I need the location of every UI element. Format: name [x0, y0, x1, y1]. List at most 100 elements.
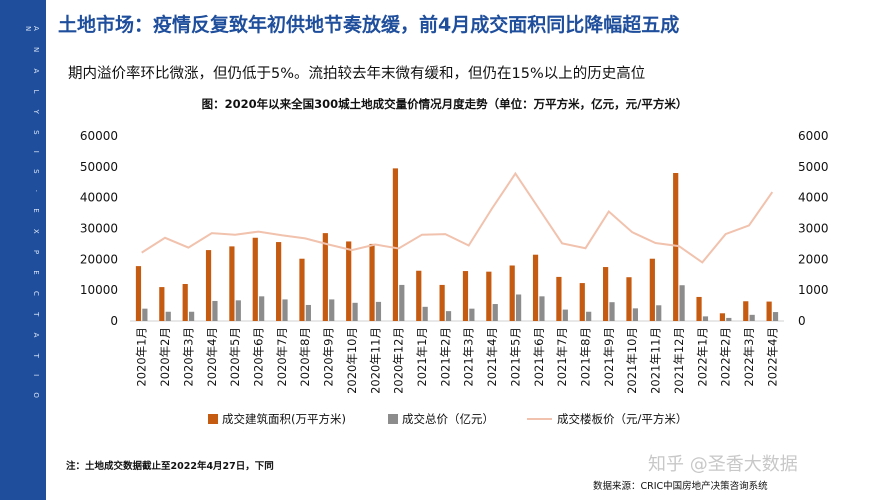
y-right-tick-label: 0 [798, 314, 806, 328]
watermark: 知乎 @圣香大数据 [648, 454, 798, 475]
y-right-tick-label: 6000 [798, 129, 829, 143]
y-right-tick-label: 1000 [798, 283, 829, 297]
bar-total [539, 296, 545, 321]
bar-total [445, 311, 452, 321]
bar-area [276, 242, 282, 321]
bar-area [766, 301, 772, 321]
x-tick-label: 2020年12月 [392, 327, 406, 394]
bar-area [673, 173, 679, 321]
bar-area [579, 283, 585, 321]
bar-total [702, 316, 709, 321]
x-tick-label: 2022年1月 [695, 327, 709, 387]
bar-area [135, 266, 142, 321]
bar-area [486, 271, 492, 321]
sidebar-text: A N A L Y S I S · E X P E C T A T I O N [24, 26, 40, 405]
y-left-tick-label: 20000 [80, 252, 118, 266]
x-tick-label: 2020年7月 [275, 327, 289, 387]
x-tick-label: 2020年8月 [298, 327, 312, 387]
y-right-tick-label: 4000 [798, 191, 829, 205]
x-tick-label: 2021年12月 [672, 327, 686, 394]
x-tick-label: 2021年4月 [485, 327, 499, 387]
bar-area [509, 265, 515, 321]
bar-total [632, 308, 638, 321]
bar-total [492, 304, 498, 321]
x-tick-label: 2021年5月 [508, 327, 522, 387]
bar-total [305, 304, 311, 321]
bar-area [252, 237, 258, 321]
bar-area [369, 243, 375, 321]
bar-area [626, 277, 632, 321]
bar-total [562, 309, 568, 321]
legend-swatch-area [208, 414, 218, 424]
x-tick-label: 2020年10月 [345, 327, 359, 394]
bar-area [439, 284, 445, 321]
bar-total [515, 294, 522, 321]
x-tick-label: 2020年5月 [228, 327, 242, 387]
bar-total [749, 314, 755, 321]
sidebar-band: A N A L Y S I S · E X P E C T A T I O N [0, 0, 46, 500]
chart-title: 图：2020年以来全国300城土地成交量价情况月度走势（单位：万平方米，亿元，元… [201, 97, 688, 111]
bar-area [346, 241, 352, 321]
legend-swatch-total [388, 414, 398, 424]
bar-area [229, 246, 235, 321]
x-tick-label: 2021年7月 [555, 327, 569, 387]
bar-total [329, 299, 335, 321]
x-tick-label: 2022年4月 [765, 327, 779, 387]
x-tick-label: 2021年2月 [438, 327, 452, 387]
x-tick-label: 2020年4月 [205, 327, 219, 387]
bar-total [142, 308, 148, 321]
x-tick-label: 2021年6月 [532, 327, 546, 387]
x-tick-label: 2021年1月 [415, 327, 429, 387]
y-left-tick-label: 0 [110, 314, 118, 328]
bar-area [743, 301, 749, 321]
bar-total [352, 302, 358, 321]
bar-area [556, 276, 562, 321]
bar-area [392, 168, 399, 321]
bar-total [726, 317, 732, 321]
bar-area [322, 233, 328, 321]
y-left-tick-label: 40000 [80, 191, 118, 205]
bar-total [469, 308, 475, 321]
bar-area [649, 258, 655, 321]
x-tick-label: 2022年2月 [719, 327, 733, 387]
bar-total [399, 284, 405, 321]
bar-area [299, 258, 305, 321]
x-tick-label: 2021年11月 [649, 327, 663, 394]
x-tick-label: 2020年9月 [322, 327, 336, 387]
x-tick-label: 2021年9月 [602, 327, 616, 387]
bar-total [375, 301, 382, 321]
bar-total [772, 312, 779, 321]
bar-total [656, 305, 662, 321]
bar-area [182, 284, 188, 321]
x-tick-label: 2020年3月 [181, 327, 195, 387]
x-tick-label: 2021年8月 [578, 327, 592, 387]
footnote: 注：土地成交数据截止至2022年4月27日，下同 [66, 461, 274, 472]
y-left-tick-label: 50000 [80, 160, 118, 174]
data-source: 数据来源：CRIC中国房地产决策咨询系统 [593, 481, 768, 492]
bar-area [603, 267, 609, 321]
bar-total [422, 306, 428, 321]
bar-total [586, 311, 592, 321]
x-tick-label: 2020年6月 [251, 327, 265, 387]
legend-label-price: 成交楼板价（元/平方米） [557, 412, 687, 426]
x-tick-label: 2020年11月 [368, 327, 382, 394]
x-tick-label: 2021年3月 [462, 327, 476, 387]
bar-total [282, 299, 288, 321]
bar-area [205, 250, 212, 321]
x-tick-label: 2020年2月 [158, 327, 172, 387]
bar-total [235, 300, 241, 321]
legend-label-area: 成交建筑面积(万平方米) [222, 412, 346, 426]
bar-total [165, 311, 171, 321]
page-headline: 土地市场：疫情反复致年初供地节奏放缓，前4月成交面积同比降幅超五成 [58, 14, 680, 36]
y-right-tick-label: 5000 [798, 160, 829, 174]
x-tick-label: 2020年1月 [135, 327, 149, 387]
bar-total [679, 285, 685, 321]
x-tick-label: 2021年10月 [625, 327, 639, 394]
y-left-tick-label: 60000 [80, 129, 118, 143]
line-price [141, 171, 774, 264]
y-left-tick-label: 30000 [80, 222, 118, 236]
y-right-tick-label: 2000 [798, 252, 829, 266]
bar-area [696, 296, 702, 321]
y-left-tick-label: 10000 [80, 283, 118, 297]
legend-label-total: 成交总价（亿元） [402, 412, 494, 426]
